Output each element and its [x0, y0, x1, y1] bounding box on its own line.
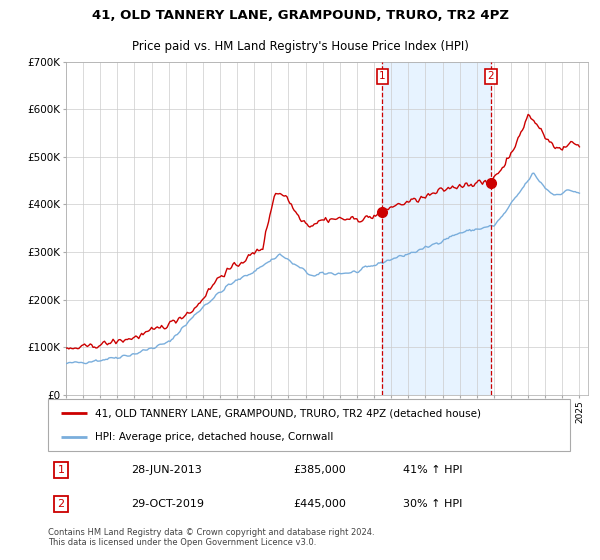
Text: 29-OCT-2019: 29-OCT-2019 — [131, 500, 205, 509]
Text: 41, OLD TANNERY LANE, GRAMPOUND, TRURO, TR2 4PZ (detached house): 41, OLD TANNERY LANE, GRAMPOUND, TRURO, … — [95, 408, 481, 418]
Text: 28-JUN-2013: 28-JUN-2013 — [131, 465, 202, 475]
Text: 2: 2 — [488, 71, 494, 81]
Text: £445,000: £445,000 — [293, 500, 346, 509]
Text: Contains HM Land Registry data © Crown copyright and database right 2024.
This d: Contains HM Land Registry data © Crown c… — [48, 528, 374, 548]
Text: 2: 2 — [58, 500, 65, 509]
Text: £385,000: £385,000 — [293, 465, 346, 475]
Text: Price paid vs. HM Land Registry's House Price Index (HPI): Price paid vs. HM Land Registry's House … — [131, 40, 469, 53]
Text: 41, OLD TANNERY LANE, GRAMPOUND, TRURO, TR2 4PZ: 41, OLD TANNERY LANE, GRAMPOUND, TRURO, … — [91, 8, 509, 22]
FancyBboxPatch shape — [48, 399, 570, 451]
Text: 1: 1 — [58, 465, 65, 475]
Bar — [382, 62, 491, 395]
Text: 30% ↑ HPI: 30% ↑ HPI — [403, 500, 463, 509]
Text: HPI: Average price, detached house, Cornwall: HPI: Average price, detached house, Corn… — [95, 432, 334, 442]
Text: 41% ↑ HPI: 41% ↑ HPI — [403, 465, 463, 475]
Text: 1: 1 — [379, 71, 386, 81]
